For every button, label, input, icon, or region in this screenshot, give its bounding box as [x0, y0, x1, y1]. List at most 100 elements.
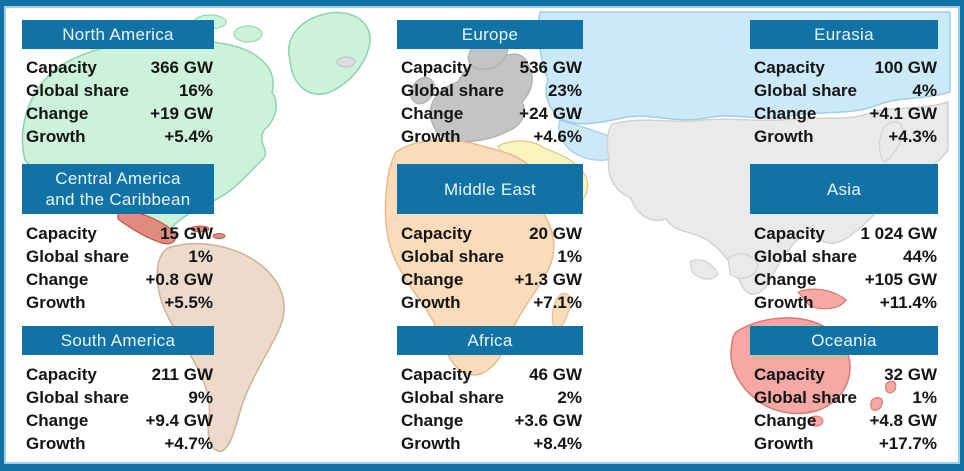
stat-row: Growth +5.5% [26, 291, 213, 314]
region-card-oceania: Oceania Capacity 32 GW Global share 1% Cha… [750, 326, 938, 455]
region-stats: Capacity 536 GW Global share 23% Change +24… [397, 56, 583, 148]
map-central-america [117, 207, 177, 245]
map-new-guinea [796, 288, 847, 310]
stat-label: Global share [754, 247, 857, 266]
stat-label: Global share [401, 388, 504, 407]
stat-label: Growth [401, 293, 461, 312]
region-stats: Capacity 1 024 GW Global share 44% Change +… [750, 222, 938, 314]
stat-row: Capacity 366 GW [26, 56, 213, 79]
region-title: North America [22, 20, 214, 49]
stat-row: Global share 4% [754, 79, 937, 102]
stat-row: Capacity 20 GW [401, 222, 582, 245]
region-title: Eurasia [750, 20, 938, 49]
stat-value: +19 GW [150, 104, 213, 123]
stat-row: Growth +11.4% [754, 291, 937, 314]
region-card-asia: Asia Capacity 1 024 GW Global share 44% Ch… [750, 164, 938, 314]
region-stats: Capacity 366 GW Global share 16% Change +19… [22, 56, 214, 148]
region-title: Asia [750, 164, 938, 214]
stat-label: Change [754, 270, 817, 289]
region-name: Central America and the Caribbean [45, 169, 191, 209]
stat-value: 4% [912, 81, 937, 100]
stat-value: 20 GW [529, 224, 582, 243]
region-name: Eurasia [814, 25, 874, 44]
stat-value: +24 GW [519, 104, 582, 123]
stat-row: Growth +4.7% [26, 432, 213, 455]
region-stats: Capacity 20 GW Global share 1% Change +1.3 … [397, 222, 583, 314]
stat-row: Capacity 536 GW [401, 56, 582, 79]
region-name: North America [62, 25, 174, 44]
region-name: Middle East [443, 179, 537, 199]
stat-label: Change [26, 104, 89, 123]
stat-row: Change +3.6 GW [401, 409, 582, 432]
stat-label: Change [754, 411, 817, 430]
map-british-isles [409, 77, 435, 105]
region-card-south-america: South America Capacity 211 GW Global shar… [22, 326, 214, 455]
stat-label: Global share [401, 247, 504, 266]
stat-row: Growth +4.3% [754, 125, 937, 148]
stat-label: Change [401, 104, 464, 123]
stat-value: +9.4 GW [145, 411, 213, 430]
stat-value: +4.6% [533, 127, 582, 146]
stat-value: +0.8 GW [145, 270, 213, 289]
map-sumatra [689, 259, 719, 280]
stat-row: Global share 44% [754, 245, 937, 268]
map-caribbean-island [212, 233, 226, 239]
stat-value: 211 GW [151, 365, 213, 384]
stat-value: +5.4% [164, 127, 213, 146]
stat-value: 2% [557, 388, 582, 407]
map-tasmania [808, 415, 824, 427]
stat-label: Growth [26, 127, 86, 146]
stat-label: Growth [754, 127, 814, 146]
region-card-north-america: North America Capacity 366 GW Global shar… [22, 20, 214, 148]
stat-value: +3.6 GW [514, 411, 582, 430]
stat-value: 1 024 GW [860, 224, 937, 243]
stat-label: Capacity [401, 224, 472, 243]
stat-value: +4.8 GW [869, 411, 937, 430]
stat-row: Growth +7.1% [401, 291, 582, 314]
stat-value: 16% [178, 81, 213, 100]
region-stats: Capacity 211 GW Global share 9% Change +9.4… [22, 363, 214, 455]
stat-label: Global share [754, 81, 857, 100]
stat-row: Capacity 100 GW [754, 56, 937, 79]
stat-label: Capacity [754, 224, 825, 243]
stat-value: 100 GW [874, 58, 937, 77]
stat-row: Global share 23% [401, 79, 582, 102]
region-card-africa: Africa Capacity 46 GW Global share 2% Chan… [397, 326, 583, 455]
stat-value: 15 GW [160, 224, 213, 243]
region-title: Europe [397, 20, 583, 49]
stat-value: 536 GW [519, 58, 582, 77]
region-card-middle-east: Middle East Capacity 20 GW Global share 1%… [397, 164, 583, 314]
stat-label: Change [754, 104, 817, 123]
map-borneo [727, 253, 759, 279]
map-caribbean-island [190, 225, 210, 233]
stat-label: Change [26, 270, 89, 289]
stat-label: Capacity [401, 58, 472, 77]
stat-label: Capacity [401, 365, 472, 384]
stat-value: 9% [188, 388, 213, 407]
region-name: South America [60, 331, 176, 350]
stat-label: Global share [754, 388, 857, 407]
stat-label: Global share [401, 81, 504, 100]
region-stats: Capacity 32 GW Global share 1% Change +4.8 … [750, 363, 938, 455]
region-name: Oceania [811, 331, 877, 350]
map-arctic-island [233, 25, 263, 43]
stat-row: Growth +4.6% [401, 125, 582, 148]
stat-row: Global share 1% [401, 245, 582, 268]
stat-value: 46 GW [529, 365, 582, 384]
stat-value: 1% [188, 247, 213, 266]
stat-row: Change +4.8 GW [754, 409, 937, 432]
stat-row: Global share 1% [754, 386, 937, 409]
region-name: Asia [826, 179, 862, 199]
stat-row: Change +24 GW [401, 102, 582, 125]
region-stats: Capacity 46 GW Global share 2% Change +3.6 … [397, 363, 583, 455]
stat-label: Growth [754, 293, 814, 312]
stat-label: Change [401, 411, 464, 430]
stat-value: +4.7% [164, 434, 213, 453]
region-title: Middle East [397, 164, 583, 214]
stat-row: Global share 1% [26, 245, 213, 268]
stat-label: Growth [26, 293, 86, 312]
map-new-zealand [870, 380, 897, 412]
stat-label: Global share [26, 247, 129, 266]
stat-value: 44% [902, 247, 937, 266]
